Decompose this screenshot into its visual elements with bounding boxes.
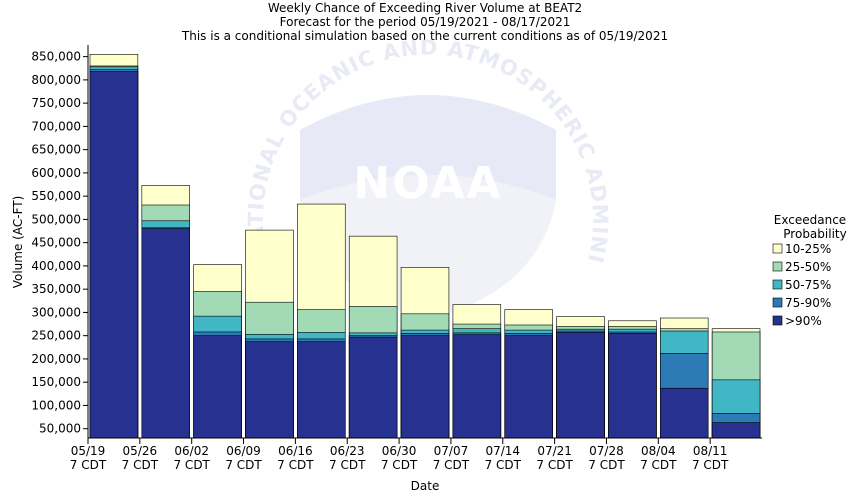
y-tick-label: 850,000 — [31, 50, 81, 64]
y-tick-label: 750,000 — [31, 96, 81, 110]
x-tick-label: 06/30 — [382, 444, 417, 458]
x-tick-sublabel: 7 CDT — [536, 458, 573, 472]
x-tick-sublabel: 7 CDT — [381, 458, 418, 472]
bars-layer — [89, 54, 761, 439]
chart-subtitle-2: This is a conditional simulation based o… — [181, 29, 668, 43]
y-axis-label: Volume (AC-FT) — [11, 196, 25, 289]
x-tick-sublabel: 7 CDT — [485, 458, 522, 472]
bar-segment — [89, 71, 139, 439]
x-tick-label: 06/09 — [226, 444, 261, 458]
bar-segment — [141, 228, 190, 439]
x-tick-label: 06/23 — [330, 444, 365, 458]
y-tick-label: 500,000 — [31, 212, 81, 226]
y-tick-label: 800,000 — [31, 73, 81, 87]
bar-segment — [193, 335, 242, 439]
y-tick-label: 100,000 — [31, 398, 81, 412]
legend-swatch — [772, 243, 783, 254]
x-tick-label: 06/16 — [278, 444, 313, 458]
axes-layer: 50,000 100,000 150,000 200,000 250,000 300,00… — [31, 45, 762, 472]
bar-segment — [245, 341, 294, 439]
x-tick-label: 07/28 — [589, 444, 624, 458]
bar-segment — [400, 335, 450, 439]
x-tick-sublabel: 7 CDT — [640, 458, 677, 472]
y-tick-label: 300,000 — [31, 305, 81, 319]
bar-segment — [660, 387, 709, 439]
x-tick-label: 07/14 — [485, 444, 520, 458]
legend-title: Probability — [783, 227, 846, 241]
legend-swatch — [772, 315, 783, 326]
y-tick-label: 250,000 — [31, 329, 81, 343]
x-tick-sublabel: 7 CDT — [277, 458, 314, 472]
legend-item-label: 50-75% — [785, 278, 831, 292]
x-tick-sublabel: 7 CDT — [692, 458, 729, 472]
legend-swatch — [772, 279, 783, 290]
x-tick-label: 06/02 — [174, 444, 209, 458]
chart-title: Weekly Chance of Exceeding River Volume … — [268, 1, 582, 15]
x-tick-sublabel: 7 CDT — [588, 458, 625, 472]
x-tick-label: 05/26 — [123, 444, 158, 458]
legend-item-label: 75-90% — [785, 296, 831, 310]
y-tick-label: 200,000 — [31, 352, 81, 366]
chart-subtitle: Forecast for the period 05/19/2021 - 08/… — [280, 15, 571, 29]
y-tick-label: 600,000 — [31, 166, 81, 180]
y-tick-label: 150,000 — [31, 375, 81, 389]
bar-segment — [711, 422, 761, 439]
x-tick-sublabel: 7 CDT — [225, 458, 262, 472]
bar-segment — [348, 336, 398, 439]
legend-title: Exceedance — [774, 213, 846, 227]
x-tick-label: 08/04 — [641, 444, 676, 458]
legend-item-label: 25-50% — [785, 260, 831, 274]
bar-segment — [608, 333, 657, 439]
legend-swatch — [772, 261, 783, 272]
svg-text:NOAA: NOAA — [353, 158, 502, 209]
bar-segment — [452, 334, 502, 439]
y-tick-label: 400,000 — [31, 259, 81, 273]
x-axis-label: Date — [411, 479, 440, 493]
x-tick-label: 05/19 — [71, 444, 106, 458]
x-tick-sublabel: 7 CDT — [122, 458, 159, 472]
bar-segment — [556, 332, 605, 439]
y-tick-label: 450,000 — [31, 236, 81, 250]
x-tick-sublabel: 7 CDT — [173, 458, 210, 472]
x-tick-sublabel: 7 CDT — [433, 458, 470, 472]
y-tick-label: 550,000 — [31, 189, 81, 203]
y-tick-label: 350,000 — [31, 282, 81, 296]
y-tick-label: 650,000 — [31, 143, 81, 157]
x-tick-label: 08/11 — [693, 444, 728, 458]
x-tick-label: 07/07 — [434, 444, 469, 458]
y-tick-label: 700,000 — [31, 119, 81, 133]
x-tick-sublabel: 7 CDT — [329, 458, 366, 472]
legend-item-label: 10-25% — [785, 242, 831, 256]
x-tick-sublabel: 7 CDT — [70, 458, 107, 472]
legend-item-label: >90% — [785, 314, 822, 328]
y-tick-label: 50,000 — [39, 422, 81, 436]
bar-segment — [504, 335, 553, 439]
legend-swatch — [772, 297, 783, 308]
bar-segment — [297, 341, 346, 439]
x-tick-label: 07/21 — [537, 444, 572, 458]
